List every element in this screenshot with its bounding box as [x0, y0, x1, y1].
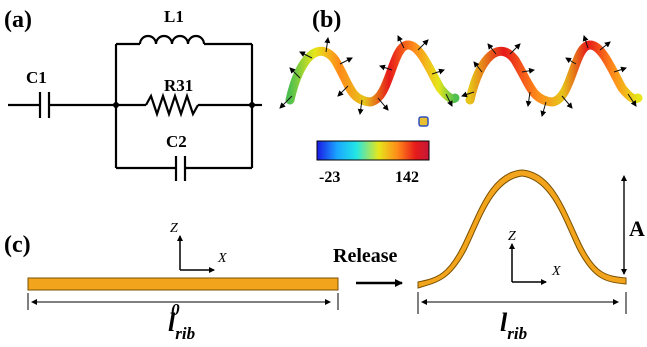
panel-label-a: (a) — [4, 7, 32, 33]
resistor-r31 — [145, 92, 199, 118]
flat-length-label: lrib0 — [168, 300, 195, 343]
ribbon-results: (b) — [279, 7, 643, 186]
buckled-ribbon — [417, 169, 627, 289]
release-label: Release — [333, 245, 398, 267]
colorbar — [316, 140, 430, 161]
axis-z-label-left: Z — [170, 221, 178, 236]
ribbon-mode-2-arrows — [461, 35, 637, 117]
axis-x-label-left: X — [217, 251, 227, 266]
inductor-l1-label: L1 — [164, 7, 184, 26]
capacitor-c1-label: C1 — [26, 68, 47, 87]
axis-z-label-right: Z — [508, 229, 516, 244]
colorbar-max-label: 142 — [395, 169, 419, 186]
amplitude-label: A — [629, 216, 645, 241]
panel-label-c: (c) — [4, 232, 31, 258]
ribbon-mode-1-arrows — [279, 35, 453, 115]
circuit-diagram: (a) C1 L1 R31 C2 — [4, 7, 262, 181]
axis-x-label-right: X — [551, 264, 561, 279]
resistor-r31-label: R31 — [164, 76, 193, 95]
probe-marker-icon — [418, 116, 429, 127]
colorbar-min-label: -23 — [319, 169, 340, 186]
release-schematic: (c) Z X lrib0 Release Z X A lrib — [4, 169, 645, 343]
flat-ribbon — [27, 277, 339, 291]
capacitor-c2-label: C2 — [166, 132, 187, 151]
inductor-l1 — [138, 34, 206, 45]
ribbon-mode-1 — [285, 40, 460, 107]
ribbon-mode-2 — [465, 40, 643, 107]
buckled-length-label: lrib — [500, 308, 527, 343]
panel-label-b: (b) — [312, 7, 341, 33]
